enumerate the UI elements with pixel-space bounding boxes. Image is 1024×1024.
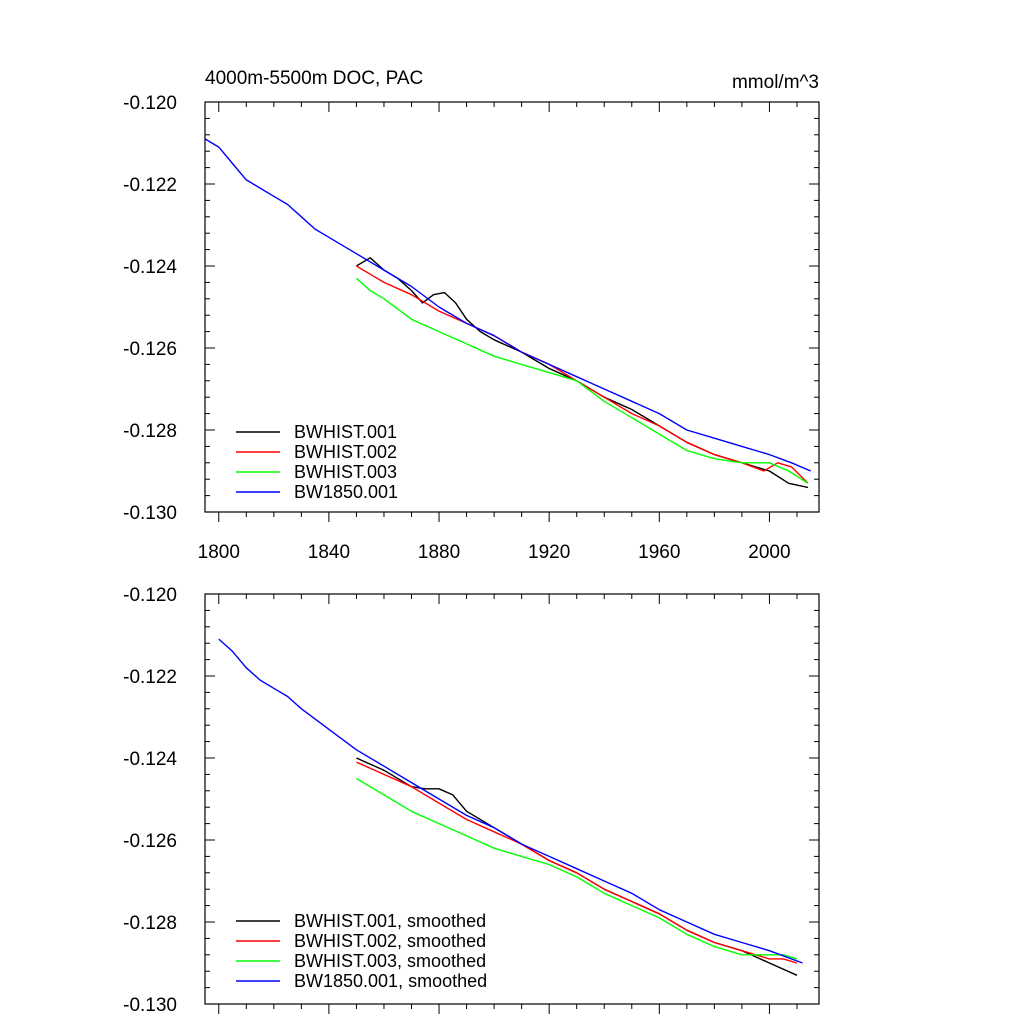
legend-label: BWHIST.001, smoothed xyxy=(294,911,486,931)
y-tick-label: -0.126 xyxy=(123,339,177,360)
series-line-2 xyxy=(356,777,798,960)
x-tick-label: 1920 xyxy=(528,542,570,563)
units-label: mmol/m^3 xyxy=(732,72,819,93)
y-tick-label: -0.124 xyxy=(123,257,177,278)
legend-label: BWHIST.003, smoothed xyxy=(294,951,486,971)
y-tick-label: -0.128 xyxy=(123,421,177,442)
top-panel: 4000m-5500m DOC, PAC mmol/m^3 -0.120 -0.1… xyxy=(123,68,820,563)
series-line-1 xyxy=(356,265,809,484)
series-line-2 xyxy=(355,277,809,484)
y-tick-label: -0.128 xyxy=(123,913,177,934)
series-line-0 xyxy=(356,257,809,489)
y-tick-label: -0.122 xyxy=(123,667,177,688)
y-tick-label: -0.126 xyxy=(123,831,177,852)
x-tick-label: 1880 xyxy=(418,542,460,563)
x-tick-label: 1800 xyxy=(198,542,240,563)
y-tick-label: -0.124 xyxy=(123,749,177,770)
y-tick-label: -0.122 xyxy=(123,175,177,196)
chart-title: 4000m-5500m DOC, PAC xyxy=(205,68,423,89)
legend-label: BW1850.001 xyxy=(294,482,398,502)
y-tick-label: -0.120 xyxy=(123,93,177,114)
series-line-3 xyxy=(218,638,803,964)
x-tick-label: 1960 xyxy=(638,542,680,563)
x-tick-label: 2000 xyxy=(748,542,790,563)
plot-frame xyxy=(204,101,820,513)
series-line-1 xyxy=(356,761,798,964)
legend-label: BWHIST.001 xyxy=(294,422,397,442)
y-tick-label: -0.130 xyxy=(123,503,177,524)
y-tick-label: -0.130 xyxy=(123,995,177,1016)
plot-frame xyxy=(204,593,820,1005)
legend-label: BWHIST.003 xyxy=(294,462,397,482)
series-line-3 xyxy=(204,138,811,472)
legend-label: BW1850.001, smoothed xyxy=(294,971,487,991)
legend-label: BWHIST.002, smoothed xyxy=(294,931,486,951)
legend-label: BWHIST.002 xyxy=(294,442,397,462)
x-tick-label: 1840 xyxy=(308,542,350,563)
bottom-panel: -0.120 -0.122 -0.124 -0.126 -0.128 -0.130 BWH… xyxy=(123,585,820,1016)
y-tick-label: -0.120 xyxy=(123,585,177,606)
